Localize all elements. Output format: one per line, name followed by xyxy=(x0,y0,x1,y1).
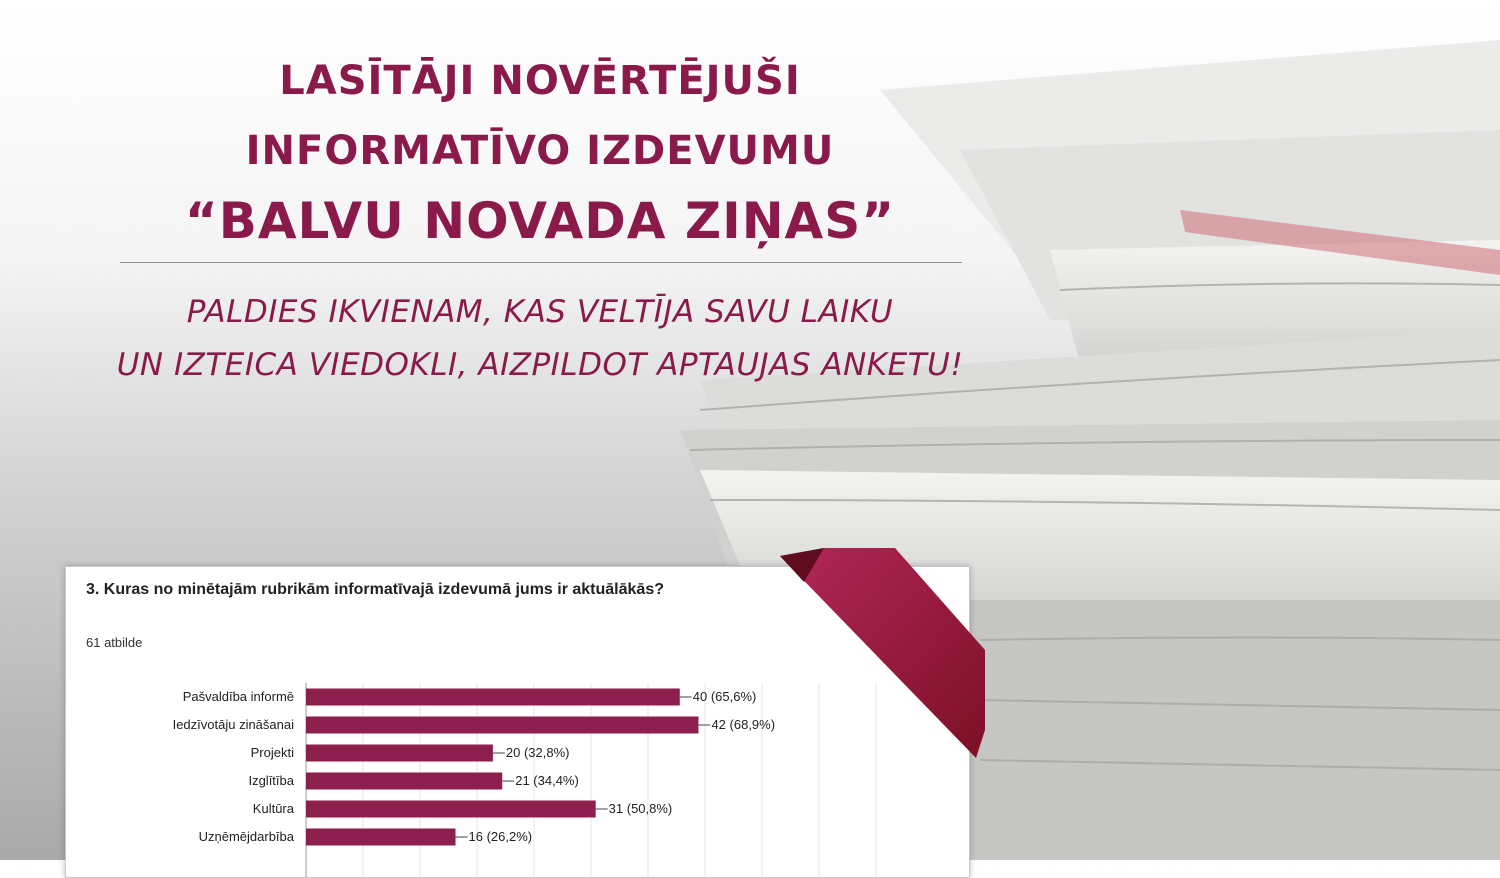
category-label: Pašvaldība informē xyxy=(183,689,294,704)
headline-line-2: INFORMATĪVO IZDEVUMU xyxy=(245,128,835,174)
ribbon-decoration xyxy=(780,548,985,758)
survey-chart-card: 3. Kuras no minētajām rubrikām informatī… xyxy=(65,566,970,878)
bar xyxy=(306,744,493,762)
category-label: Iedzīvotāju zināšanai xyxy=(173,717,295,732)
category-label: Kultūra xyxy=(253,801,295,816)
bar xyxy=(306,772,503,790)
thank-you-line-2: UN IZTEICA VIEDOKLI, AIZPILDOT APTAUJAS … xyxy=(116,347,964,383)
data-label: 40 (65,6%) xyxy=(693,689,757,704)
data-label: 16 (26,2%) xyxy=(469,829,533,844)
chart-question-title: 3. Kuras no minētajām rubrikām informatī… xyxy=(86,581,664,598)
title-divider xyxy=(120,262,962,263)
category-label: Projekti xyxy=(251,745,294,760)
data-label: 42 (68,9%) xyxy=(711,717,775,732)
newspaper-background xyxy=(680,40,1500,860)
bar-chart: Pašvaldība informē 40 (65,6%) Iedzīvotāju … xyxy=(173,683,877,877)
headline-line-3: “BALVU NOVADA ZIŅAS” xyxy=(184,192,896,250)
thank-you-line-1: PALDIES IKVIENAM, KAS VELTĪJA SAVU LAIKU xyxy=(186,294,894,330)
data-label: 20 (32,8%) xyxy=(506,745,570,760)
category-label: Izglītība xyxy=(248,773,294,788)
bar xyxy=(306,800,596,818)
response-count: 61 atbilde xyxy=(86,635,143,650)
headline-line-1: LASĪTĀJI NOVĒRTĒJUŠI xyxy=(279,58,801,104)
data-label: 21 (34,4%) xyxy=(515,773,579,788)
bar xyxy=(306,828,456,846)
bar xyxy=(306,688,680,706)
data-label: 31 (50,8%) xyxy=(609,801,673,816)
category-label: Uzņēmējdarbība xyxy=(199,829,295,844)
bar xyxy=(306,716,699,734)
